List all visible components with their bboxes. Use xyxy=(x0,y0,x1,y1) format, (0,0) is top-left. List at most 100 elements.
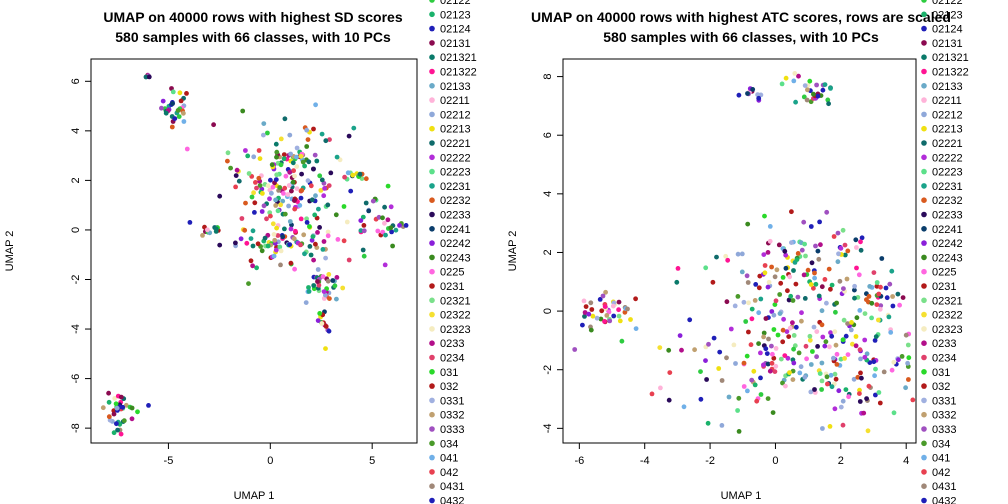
scatter-point xyxy=(249,194,255,200)
scatter-point xyxy=(325,233,331,239)
legend-swatch xyxy=(429,11,435,18)
scatter-point xyxy=(801,219,807,225)
scatter-point xyxy=(837,278,843,284)
scatter-point xyxy=(304,216,309,222)
panel-title-line2: 580 samples with 66 classes, with 10 PCs xyxy=(603,29,879,45)
legend-label: 02232 xyxy=(440,195,471,207)
scatter-point xyxy=(687,317,693,323)
scatter-point xyxy=(268,213,273,219)
y-tick-label: 6 xyxy=(70,78,82,84)
legend-swatch xyxy=(429,226,435,232)
legend-swatch xyxy=(921,183,927,189)
scatter-point xyxy=(344,219,350,225)
scatter-point xyxy=(817,219,822,225)
scatter-point xyxy=(862,337,868,343)
scatter-point xyxy=(289,188,294,194)
scatter-point xyxy=(360,214,366,220)
scatter-point xyxy=(287,242,293,248)
scatter-point xyxy=(600,293,606,299)
scatter-point xyxy=(169,124,175,130)
scatter-point xyxy=(588,327,594,333)
scatter-point xyxy=(886,314,892,320)
scatter-point xyxy=(159,105,164,111)
legend-swatch xyxy=(429,125,435,132)
scatter-point xyxy=(667,370,673,375)
scatter-point xyxy=(308,252,314,258)
scatter-point xyxy=(649,391,655,397)
scatter-point xyxy=(313,241,318,247)
scatter-point xyxy=(838,245,844,251)
legend-swatch xyxy=(921,383,927,389)
scatter-point xyxy=(315,318,321,323)
legend-swatch xyxy=(429,40,435,46)
scatter-point xyxy=(277,185,283,190)
scatter-point xyxy=(790,377,796,382)
scatter-point xyxy=(710,279,716,285)
scatter-point xyxy=(341,204,347,209)
scatter-point xyxy=(275,208,281,214)
scatter-point xyxy=(594,315,600,321)
y-tick-label: 2 xyxy=(70,177,82,183)
scatter-point xyxy=(786,297,792,303)
x-tick-label: 0 xyxy=(267,455,273,467)
scatter-point xyxy=(704,377,709,382)
scatter-point xyxy=(741,299,747,305)
legend-swatch xyxy=(429,426,435,432)
scatter-point xyxy=(358,228,364,234)
legend-swatch xyxy=(921,411,927,418)
scatter-point xyxy=(666,397,672,403)
scatter-point xyxy=(813,243,818,249)
scatter-point xyxy=(299,187,305,193)
scatter-point xyxy=(844,276,850,282)
scatter-point xyxy=(739,251,745,257)
scatter-point xyxy=(761,334,766,340)
scatter-point xyxy=(603,289,608,295)
scatter-point xyxy=(213,226,219,232)
scatter-point xyxy=(318,188,324,193)
legend-label: 021322 xyxy=(440,67,477,79)
scatter-point xyxy=(758,350,763,356)
scatter-point xyxy=(736,92,742,98)
legend-swatch xyxy=(429,297,435,304)
legend-label: 042 xyxy=(440,467,458,479)
scatter-point xyxy=(299,171,304,177)
scatter-point xyxy=(278,162,284,168)
legend-label: 031 xyxy=(440,367,458,379)
scatter-point xyxy=(111,430,117,436)
scatter-point xyxy=(745,91,750,96)
x-tick-label: 4 xyxy=(903,455,909,467)
scatter-point xyxy=(769,360,775,366)
scatter-point xyxy=(316,282,322,288)
scatter-point xyxy=(859,375,864,381)
legend-label: 0432 xyxy=(932,496,956,504)
scatter-point xyxy=(251,190,256,196)
scatter-point xyxy=(135,409,140,415)
scatter-point xyxy=(845,248,851,254)
scatter-point xyxy=(261,203,267,209)
scatter-point xyxy=(714,254,719,260)
legend-label: 02122 xyxy=(440,0,471,7)
scatter-point xyxy=(306,289,312,294)
scatter-point xyxy=(858,247,864,253)
scatter-point xyxy=(766,336,771,342)
scatter-point xyxy=(242,227,248,233)
scatter-point xyxy=(586,311,592,317)
legend-label: 031 xyxy=(932,367,950,379)
scatter-point xyxy=(887,281,893,287)
scatter-point xyxy=(719,378,725,383)
scatter-point xyxy=(825,381,830,387)
scatter-point xyxy=(803,343,809,349)
legend-swatch xyxy=(921,54,927,60)
scatter-point xyxy=(774,267,780,273)
scatter-point xyxy=(278,262,283,268)
scatter-point xyxy=(862,354,868,360)
legend-swatch xyxy=(921,354,927,361)
scatter-point xyxy=(804,356,809,362)
scatter-point xyxy=(848,327,854,333)
scatter-point xyxy=(305,137,311,143)
scatter-point xyxy=(873,392,878,398)
scatter-point xyxy=(824,209,830,215)
scatter-point xyxy=(375,228,381,234)
legend-swatch xyxy=(429,83,435,89)
scatter-point xyxy=(790,298,796,303)
